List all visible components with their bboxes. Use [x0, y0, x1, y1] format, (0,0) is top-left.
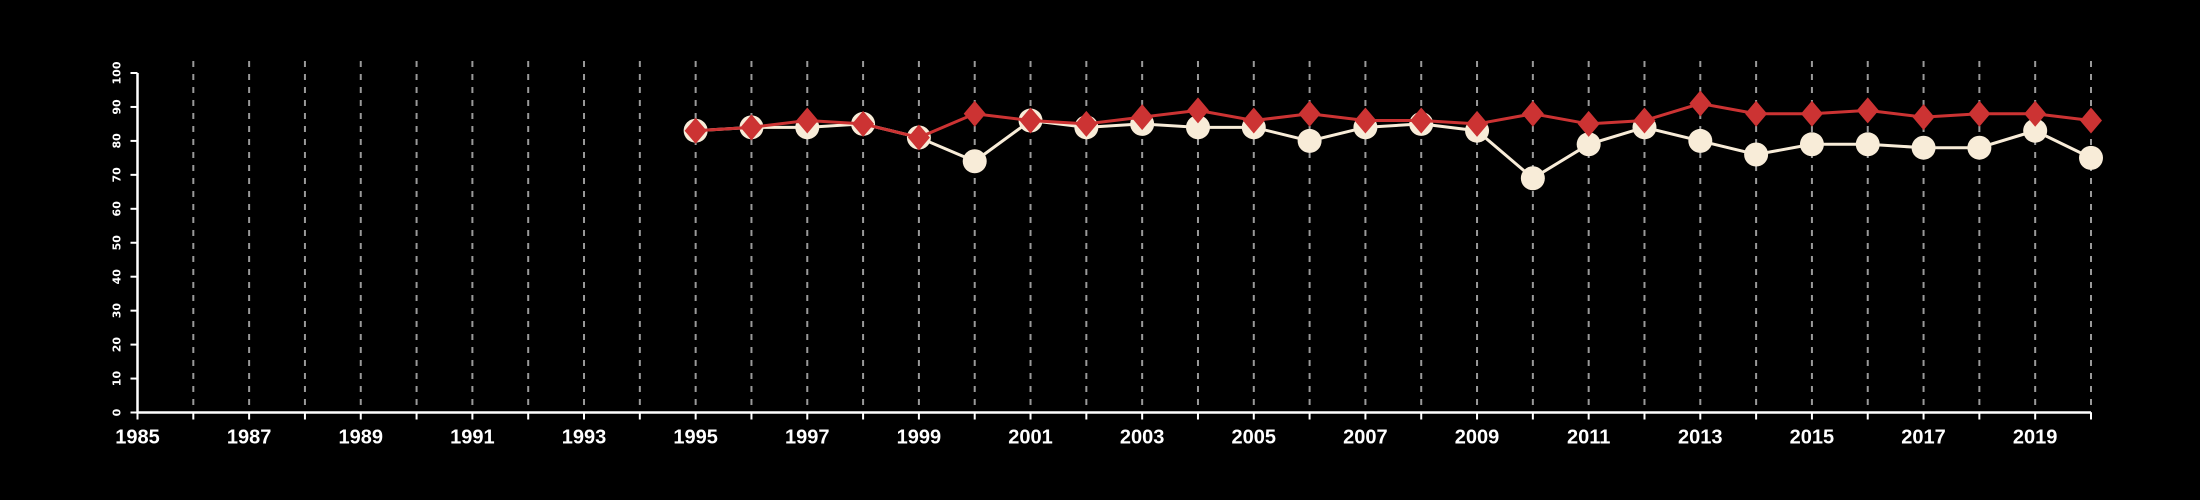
- x-tick-label: 1989: [339, 427, 384, 449]
- data-point-diamond: [907, 124, 930, 151]
- x-tick-label: 1991: [450, 427, 495, 449]
- x-tick-label: 2011: [1567, 427, 1610, 449]
- data-point-diamond: [1410, 107, 1433, 134]
- data-point-circle: [1688, 128, 1713, 153]
- series-cream-line: [695, 118, 2092, 181]
- data-point-diamond: [1075, 110, 1098, 137]
- data-point-diamond: [1745, 100, 1768, 127]
- x-tick-label: 2007: [1343, 427, 1388, 449]
- data-point-diamond: [2024, 100, 2047, 127]
- data-point-circle: [1297, 128, 1322, 153]
- data-point-diamond: [1633, 107, 1656, 134]
- x-tick-label: 1985: [115, 427, 160, 449]
- data-point-diamond: [1298, 100, 1321, 127]
- data-point-circle: [1911, 135, 1936, 160]
- x-tick-label: 2003: [1120, 427, 1165, 449]
- data-point-diamond: [852, 110, 875, 137]
- y-tick-label: 100: [111, 61, 124, 84]
- data-point-diamond: [1186, 97, 1209, 124]
- y-tick-label: 90: [111, 99, 124, 115]
- axes: 1985 1987 1989 1991 1993 1995 1997 1999 2001 2003…: [111, 61, 2092, 449]
- series-red: [684, 90, 2102, 151]
- data-point-diamond: [1019, 107, 1042, 134]
- series-layer: [683, 90, 2103, 191]
- data-point-diamond: [1577, 110, 1600, 137]
- data-point-diamond: [1800, 100, 1823, 127]
- data-point-diamond: [1242, 107, 1265, 134]
- x-tick-label: 2019: [2013, 427, 2058, 449]
- x-tick-label: 2001: [1008, 427, 1053, 449]
- data-point-diamond: [1689, 90, 1712, 117]
- y-tick-label: 60: [111, 201, 124, 217]
- x-tick-label: 2017: [1901, 427, 1946, 449]
- x-tick-label: 1997: [785, 427, 830, 449]
- data-point-diamond: [1466, 110, 1489, 137]
- y-tick-label: 70: [111, 167, 124, 183]
- data-point-circle: [1185, 115, 1210, 140]
- data-point-circle: [1520, 166, 1545, 191]
- data-point-circle: [1799, 132, 1824, 157]
- data-point-diamond: [796, 107, 819, 134]
- y-tick-label: 0: [111, 408, 124, 416]
- y-tick-label: 30: [111, 303, 124, 319]
- data-point-diamond: [1131, 104, 1154, 131]
- x-tick-label: 2005: [1232, 427, 1277, 449]
- data-point-circle: [2023, 118, 2048, 143]
- x-tick-label: 1987: [227, 427, 272, 449]
- data-point-circle: [962, 149, 987, 174]
- y-tick-label: 80: [111, 133, 124, 149]
- y-tick-label: 10: [111, 371, 124, 387]
- y-tick-label: 40: [111, 269, 124, 285]
- data-point-diamond: [1856, 97, 1879, 124]
- data-point-circle: [1855, 132, 1880, 157]
- data-point-diamond: [963, 100, 986, 127]
- data-point-diamond: [1354, 107, 1377, 134]
- data-point-diamond: [1968, 100, 1991, 127]
- x-tick-label: 1999: [897, 427, 942, 449]
- data-point-diamond: [740, 114, 763, 141]
- series-red-line: [695, 102, 2092, 140]
- y-tick-label: 50: [111, 235, 124, 251]
- x-tick-label: 2013: [1678, 427, 1723, 449]
- data-point-diamond: [1912, 104, 1935, 131]
- data-point-circle: [1967, 135, 1992, 160]
- x-tick-label: 2009: [1455, 427, 1500, 449]
- y-tick-label: 20: [111, 337, 124, 353]
- x-tick-label: 2015: [1790, 427, 1835, 449]
- x-tick-label: 1995: [673, 427, 718, 449]
- data-point-diamond: [684, 117, 707, 144]
- data-point-diamond: [1521, 100, 1544, 127]
- data-point-diamond: [2080, 107, 2102, 134]
- data-point-circle: [2079, 145, 2103, 170]
- data-point-circle: [1744, 142, 1769, 167]
- data-point-circle: [1576, 132, 1601, 157]
- x-tick-label: 1993: [562, 427, 607, 449]
